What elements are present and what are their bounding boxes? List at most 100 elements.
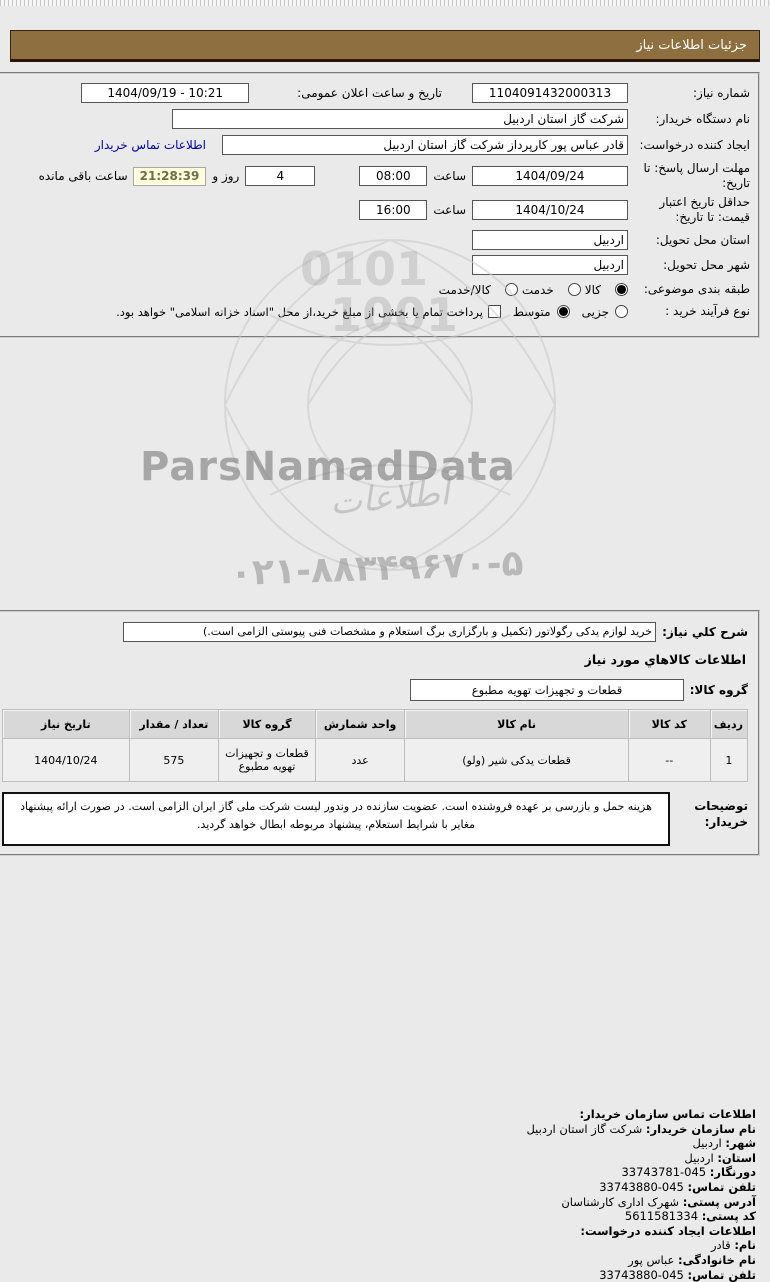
price-validity-hour-label: ساعت — [433, 203, 466, 217]
cell-group: قطعات و تجهیزات تهویه مطبوع — [218, 738, 316, 782]
row-goods-group: گروه کالا: قطعات و تجهیزات تهویه مطبوع — [2, 679, 748, 701]
radio-goods-service-label: کالا/خدمت — [438, 282, 491, 297]
creator-phone-value: 33743880-045 — [599, 1267, 684, 1282]
announce-label: تاریخ و ساعت اعلان عمومی: — [297, 86, 442, 100]
remaining-days-field[interactable]: 4 — [245, 166, 316, 186]
col-unit: واحد شمارش — [314, 709, 406, 739]
cell-item-code: -- — [627, 738, 711, 782]
countdown-timer: 21:28:39 — [132, 166, 207, 186]
need-desc-input[interactable]: خرید لوازم یدکی رگولاتور (تکمیل و بارگزا… — [123, 622, 656, 642]
contact-line: نام خانوادگی: عباس پور — [628, 1252, 756, 1267]
radio-medium[interactable] — [556, 305, 570, 318]
contact-line: دورنگار: 33743781-045 — [621, 1165, 756, 1180]
category-label: طبقه بندی موضوعی: — [643, 282, 750, 296]
section-titlebar: جزئیات اطلاعات نیاز — [10, 30, 760, 62]
creator-info-heading: اطلاعات ایجاد کننده درخواست: — [580, 1223, 756, 1238]
radio-minor-label: جزیی — [581, 304, 609, 319]
postal-address-value: شهرک اداری کارشناسان — [561, 1194, 680, 1209]
creator-label: ایجاد کننده درخواست: — [639, 137, 750, 152]
announce-datetime-input[interactable]: 1404/09/19 - 10:21 — [81, 83, 250, 103]
buyer-org-label: نام دستگاه خریدار: — [655, 111, 751, 126]
days-and-label: روز و — [212, 169, 240, 183]
section-title: جزئیات اطلاعات نیاز — [636, 37, 747, 53]
deadline-date-input[interactable]: 1404/09/24 — [472, 166, 628, 186]
row-process-type: نوع فرآیند خرید : جزیی متوسط پرداخت تمام… — [0, 304, 750, 319]
delivery-city-input[interactable]: اردبیل — [472, 255, 628, 275]
contact-line: کد پستی: 5611581334 — [624, 1209, 756, 1224]
items-table: ردیف کد کالا نام کالا واحد شمارش گروه کا… — [2, 709, 749, 782]
radio-medium-label: متوسط — [512, 304, 551, 319]
contact-line: شهر: اردبیل — [692, 1136, 756, 1151]
cell-row-index: 1 — [709, 738, 749, 782]
row-creator: ایجاد کننده درخواست: قادر عباس پور کارپر… — [0, 135, 750, 155]
table-row: 1 -- قطعات یدکی شیر (ولو) عدد قطعات و تج… — [2, 738, 749, 782]
row-need-desc: شرح کلي نیاز: خرید لوازم یدکی رگولاتور (… — [2, 622, 748, 642]
deadline-hour-label: ساعت — [433, 169, 466, 183]
price-validity-label: حداقل تاریخ اعتبار قیمت: تا تاریخ: — [659, 195, 750, 224]
row-delivery-city: شهر محل تحویل: اردبیل — [0, 255, 750, 275]
buyer-org-input[interactable]: شرکت گاز استان اردبیل — [172, 109, 628, 129]
treasury-label: پرداخت تمام یا بخشی از مبلغ خرید،از محل … — [116, 304, 483, 319]
price-validity-date-input[interactable]: 1404/10/24 — [472, 200, 628, 220]
col-need-date: تاریخ نیاز — [2, 709, 130, 739]
radio-goods[interactable] — [615, 283, 628, 296]
buyer-notes-box: هزینه حمل و بازرسی بر عهده فروشنده است. … — [2, 792, 670, 846]
items-panel: شرح کلي نیاز: خرید لوازم یدکی رگولاتور (… — [0, 610, 760, 856]
col-item-name: نام کالا — [404, 709, 629, 739]
contact-line: اطلاعات تماس سازمان خریدار: — [0, 1107, 756, 1122]
calligraphy-watermark: اطلاعات — [328, 472, 451, 524]
contact-line: آدرس پستی: شهرک اداری کارشناسان — [561, 1194, 756, 1209]
top-dotted-strip — [0, 0, 770, 6]
buyer-contact-link[interactable]: اطلاعات تماس خریدار — [94, 138, 206, 152]
row-category: طبقه بندی موضوعی: کالا خدمت کالا/خدمت — [0, 282, 750, 297]
cell-quantity: 575 — [128, 738, 220, 782]
phone-watermark: ۰۲۱-۸۸۳۴۹۶۷۰-۵ — [229, 542, 525, 595]
last-name-value: عباس پور — [628, 1252, 675, 1267]
radio-service[interactable] — [567, 283, 581, 296]
buyer-org-name: شرکت گاز استان اردبیل — [526, 1121, 643, 1136]
fax-value: 33743781-045 — [621, 1165, 707, 1180]
col-row-index: ردیف — [709, 709, 749, 739]
deadline-time-input[interactable]: 08:00 — [359, 166, 428, 186]
cell-need-date: 1404/10/24 — [2, 738, 130, 782]
contact-line: تلفن تماس: 33743880-045 — [599, 1179, 756, 1194]
province-value: اردبیل — [684, 1150, 714, 1165]
postal-code-value: 5611581334 — [624, 1209, 699, 1224]
row-buyer-org: نام دستگاه خریدار: شرکت گاز استان اردبیل — [0, 109, 750, 129]
need-number-label: شماره نیاز: — [693, 85, 750, 100]
process-type-label: نوع فرآیند خرید : — [665, 304, 750, 318]
need-number-input[interactable]: 1104091432000313 — [472, 83, 628, 103]
goods-group-label: گروه کالا: — [689, 682, 748, 697]
hours-remaining-label: ساعت باقی مانده — [38, 169, 128, 183]
row-price-validity: حداقل تاریخ اعتبار قیمت: تا تاریخ: 1404/… — [0, 195, 750, 225]
deadline-label: مهلت ارسال پاسخ: تا تاریخ: — [643, 161, 750, 190]
radio-goods-service[interactable] — [504, 283, 518, 296]
goods-group-input[interactable]: قطعات و تجهیزات تهویه مطبوع — [410, 679, 684, 701]
radio-minor[interactable] — [615, 305, 628, 318]
price-validity-time-input[interactable]: 16:00 — [359, 200, 428, 220]
contact-line: اطلاعات ایجاد کننده درخواست: — [0, 1224, 756, 1239]
delivery-province-label: استان محل تحویل: — [655, 232, 750, 247]
delivery-province-input[interactable]: اردبیل — [472, 230, 628, 250]
items-heading: اطلاعات کالاهاي مورد نیاز — [584, 652, 746, 667]
brand-watermark: ParsNamadData — [140, 444, 516, 490]
contact-line: نام: قادر — [710, 1238, 756, 1253]
first-name-value: قادر — [710, 1238, 731, 1253]
contact-org-heading: اطلاعات تماس سازمان خریدار: — [579, 1107, 756, 1121]
buyer-notes-row: توضیحات خریدار: هزینه حمل و بازرسی بر عه… — [2, 792, 748, 846]
contact-line: تلفن تماس: 33743880-045 — [599, 1267, 756, 1282]
creator-input[interactable]: قادر عباس پور کارپرداز شرکت گاز استان ار… — [222, 135, 628, 155]
delivery-city-label: شهر محل تحویل: — [663, 257, 750, 272]
cell-unit: عدد — [314, 738, 406, 782]
col-group: گروه کالا — [218, 709, 316, 739]
contact-section: اطلاعات تماس سازمان خریدار: نام سازمان خ… — [0, 1107, 756, 1282]
table-header-row: ردیف کد کالا نام کالا واحد شمارش گروه کا… — [2, 709, 749, 739]
radio-service-label: خدمت — [521, 282, 554, 297]
col-item-code: کد کالا — [627, 709, 711, 739]
contact-line: استان: اردبیل — [684, 1150, 756, 1165]
row-deadline: مهلت ارسال پاسخ: تا تاریخ: 1404/09/24 سا… — [0, 161, 750, 191]
row-delivery-province: استان محل تحویل: اردبیل — [0, 230, 750, 250]
cell-item-name: قطعات یدکی شیر (ولو) — [404, 738, 629, 782]
treasury-checkbox[interactable] — [487, 305, 501, 318]
row-need-number: شماره نیاز: 1104091432000313 تاریخ و ساع… — [0, 83, 750, 103]
